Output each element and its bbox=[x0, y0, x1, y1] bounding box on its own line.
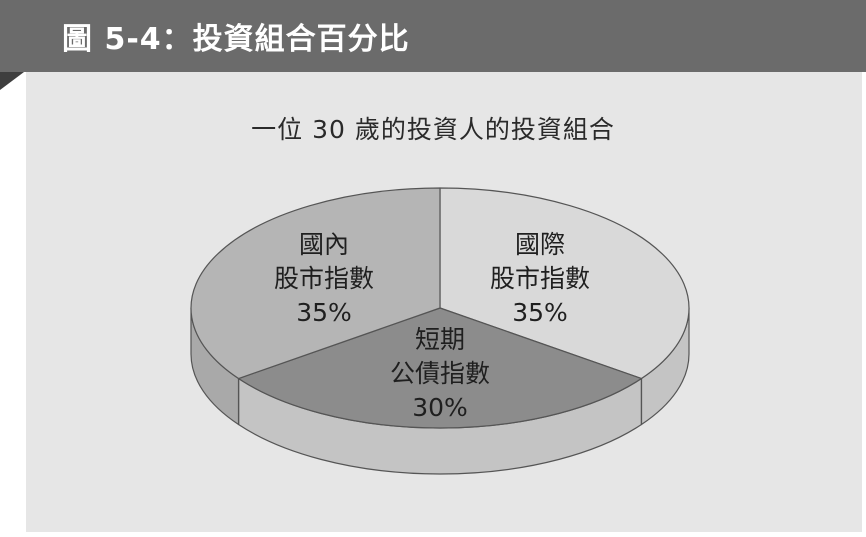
slice-value-label: 35% bbox=[512, 298, 568, 327]
slice-label-line: 股市指數 bbox=[273, 264, 374, 293]
pie-slice bbox=[439, 187, 690, 380]
slice-value-label: 35% bbox=[296, 298, 352, 327]
slice-label-line: 公債指數 bbox=[389, 359, 490, 388]
slice-label-international: 國際 股市指數 35% bbox=[470, 228, 610, 330]
figure-label: 圖 5-4：投資組合百分比 bbox=[62, 22, 410, 57]
slice-label-domestic: 國內 股市指數 35% bbox=[254, 228, 394, 330]
pie-slice bbox=[237, 307, 643, 429]
figure-header-bar bbox=[0, 0, 866, 72]
slice-label-line: 股市指數 bbox=[489, 264, 590, 293]
slice-value-label: 30% bbox=[412, 393, 468, 422]
slice-label-line: 國際 bbox=[514, 230, 565, 259]
header-fold-decoration bbox=[0, 72, 24, 90]
slice-label-short-term-bonds: 短期 公債指數 30% bbox=[370, 323, 510, 425]
slice-label-line: 短期 bbox=[414, 325, 465, 354]
chart-title: 一位 30 歲的投資人的投資組合 bbox=[251, 115, 615, 144]
slice-label-line: 國內 bbox=[298, 230, 349, 259]
pie-slice bbox=[190, 187, 441, 380]
